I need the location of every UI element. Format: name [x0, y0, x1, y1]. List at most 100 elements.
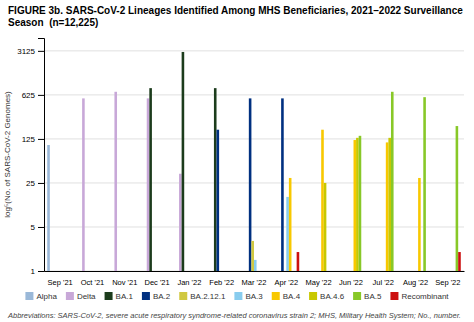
- legend-item: Recombinant: [390, 292, 449, 301]
- legend-swatch: [309, 292, 317, 300]
- bar: [356, 138, 359, 271]
- bar: [324, 183, 327, 271]
- y-tick-mark: [38, 183, 44, 184]
- legend-swatch: [234, 292, 242, 300]
- bar-series: [82, 92, 182, 271]
- bar: [408, 271, 411, 272]
- x-tick: Mar '22: [242, 278, 267, 287]
- bar: [264, 271, 267, 272]
- bar: [85, 271, 88, 272]
- bar: [100, 271, 103, 272]
- bar: [316, 271, 319, 272]
- bar: [308, 271, 311, 272]
- legend-label: BA.1: [116, 292, 134, 301]
- bar: [321, 130, 324, 271]
- bar: [370, 271, 373, 272]
- y-tick: 125: [22, 135, 44, 144]
- legend-label: Delta: [77, 292, 96, 301]
- x-tick: Jul '22: [373, 278, 394, 287]
- legend-swatch: [25, 292, 33, 300]
- x-tick-label: Oct '21: [81, 278, 105, 287]
- bar: [149, 88, 152, 271]
- x-tick-label: Jan '22: [177, 278, 201, 287]
- bar: [326, 271, 329, 272]
- bar: [311, 271, 314, 272]
- bar: [187, 271, 190, 272]
- bar: [456, 126, 459, 271]
- bar: [103, 271, 106, 272]
- bar: [338, 271, 341, 272]
- legend-swatch: [179, 292, 187, 300]
- bar: [453, 271, 456, 272]
- y-tick-label: 3125: [17, 47, 35, 56]
- bar: [147, 98, 150, 271]
- bar: [130, 271, 133, 272]
- bar: [47, 145, 50, 271]
- grid-line: [44, 226, 464, 227]
- bar: [246, 271, 249, 272]
- bar: [291, 271, 294, 272]
- bar: [68, 271, 71, 272]
- bar: [114, 92, 117, 271]
- bar-series: [324, 138, 391, 271]
- bar: [445, 271, 448, 272]
- footnote: Abbreviations: SARS-CoV-2, severe acute …: [7, 311, 461, 320]
- bar: [381, 271, 384, 272]
- bar: [329, 271, 332, 272]
- bar: [286, 197, 289, 271]
- bar: [92, 271, 95, 272]
- y-tick: 1: [31, 267, 44, 276]
- x-tick: Jan '22: [177, 278, 201, 287]
- bar: [273, 271, 276, 272]
- bar: [249, 98, 252, 271]
- legend-item: BA.4: [272, 292, 301, 301]
- bar: [176, 271, 179, 272]
- x-tick: Sep '21: [48, 278, 73, 287]
- x-tick-label: Apr '22: [275, 278, 299, 287]
- bar: [144, 271, 147, 272]
- bar: [241, 271, 244, 272]
- y-tick: 3125: [17, 47, 44, 56]
- bar: [90, 271, 93, 272]
- x-tick: Nov '21: [112, 278, 137, 287]
- bar: [200, 271, 203, 272]
- bar: [421, 271, 424, 272]
- bar: [259, 271, 262, 272]
- y-tick-label: 125: [22, 135, 36, 144]
- legend-swatch: [390, 292, 398, 300]
- bar: [388, 138, 391, 271]
- bar-series: [251, 241, 254, 271]
- legend-label: Recombinant: [401, 292, 449, 301]
- bar: [184, 271, 187, 272]
- legend-label: BA.2: [153, 292, 171, 301]
- legend-item: BA.2: [142, 292, 171, 301]
- x-tick-label: May '22: [306, 278, 332, 287]
- legend-item: BA.3: [234, 292, 263, 301]
- x-tick-label: Mar '22: [242, 278, 267, 287]
- x-tick-label: Sep '21: [48, 278, 73, 287]
- bar: [133, 271, 136, 272]
- bar: [182, 52, 185, 271]
- bar: [319, 271, 322, 272]
- bar: [167, 271, 170, 272]
- y-tick-mark: [38, 139, 44, 140]
- y-axis-title: log⁵(No. of SARS-CoV-2 Genomes): [3, 91, 12, 218]
- bar: [418, 178, 421, 271]
- y-tick-label: 25: [26, 179, 35, 188]
- bar: [162, 271, 165, 272]
- bar: [122, 271, 125, 272]
- legend-label: Alpha: [36, 292, 57, 301]
- bar: [229, 271, 232, 272]
- bar: [289, 178, 292, 271]
- legend-item: BA.5: [353, 292, 382, 301]
- x-tick: Sep '22: [435, 278, 460, 287]
- legend-swatch: [353, 292, 361, 300]
- bar: [120, 271, 123, 272]
- bar: [281, 98, 284, 271]
- y-tick-mark: [38, 95, 44, 96]
- legend-label: BA.5: [364, 292, 382, 301]
- grid-line: [44, 138, 464, 139]
- bar: [346, 271, 349, 272]
- bar: [284, 271, 287, 272]
- bar: [313, 271, 316, 272]
